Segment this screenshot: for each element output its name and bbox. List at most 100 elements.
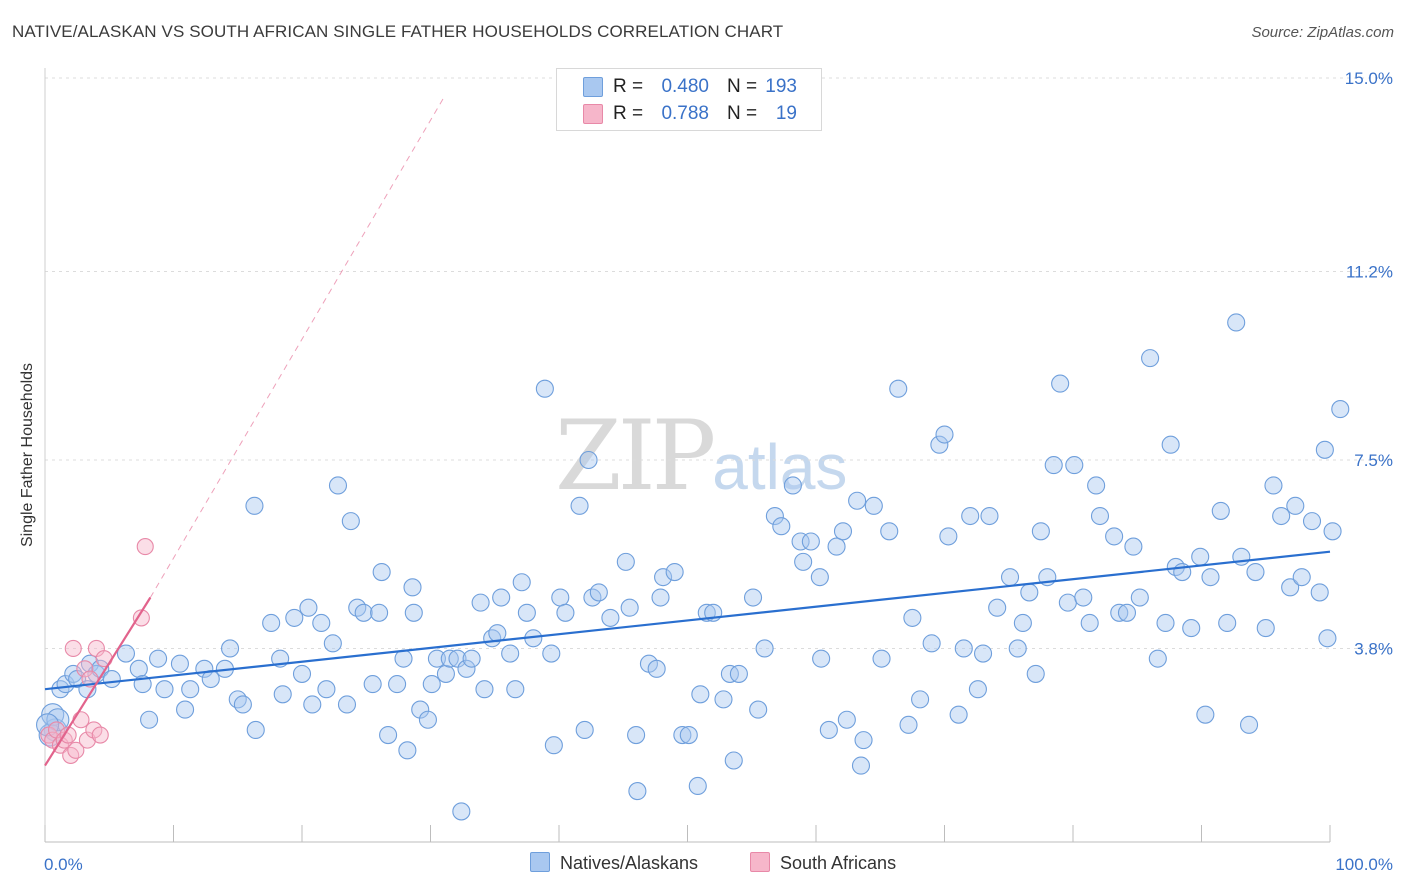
data-point-native [140,710,159,729]
data-point-native [372,563,391,582]
data-point-native [317,680,336,699]
data-point-native [1264,476,1283,495]
data-point-native [556,603,575,622]
legend-swatch-pink [583,104,603,124]
trend-line-south-africans-extension [149,98,444,598]
data-point-native [228,690,247,709]
data-point-native [1156,613,1175,633]
data-point-native [961,506,980,526]
legend-item-south-africans[interactable]: South Africans [750,852,896,874]
data-point-native [285,608,304,627]
data-point-native [303,695,322,714]
data-point-south-african [64,639,82,658]
data-point-native [448,649,467,668]
data-point-native [1211,501,1230,520]
data-point-native [517,603,536,622]
data-point-native [411,700,430,719]
data-point-native [233,695,252,714]
data-point-native [245,496,264,515]
data-point-native [102,669,121,689]
data-point-native [404,603,423,622]
legend-n-label: N = [727,103,758,124]
data-point-native [1191,547,1210,566]
watermark-atlas: atlas [712,431,848,503]
data-point-native [403,578,422,597]
data-point-native [155,680,174,699]
data-point-native [579,450,598,470]
data-point-native [616,552,635,571]
data-point-native [422,675,441,694]
y-tick-label: 3.8% [1354,639,1393,658]
data-point-native [544,736,563,755]
data-point-native [370,603,389,622]
data-point-native [688,776,707,796]
data-point-native [810,568,829,587]
data-point-native [791,532,810,551]
data-point-native [436,664,455,683]
legend-swatch-blue [530,852,550,872]
data-point-native [949,705,968,724]
data-point-native [988,598,1007,617]
data-point-native [1074,588,1093,607]
chart-title: NATIVE/ALASKAN VS SOUTH AFRICAN SINGLE F… [12,22,784,41]
data-point-native [492,588,511,607]
data-point-native [851,756,871,775]
data-point-native [1105,527,1124,546]
data-point-native [1124,537,1143,556]
stats-legend: R = 0.480 N = 193 R = 0.788 N = 19 [556,68,822,131]
data-point-native [749,700,768,719]
data-point-native [1058,593,1077,612]
data-point-native [1080,613,1099,633]
data-point-native [794,552,813,571]
data-point-native [176,700,195,719]
data-point-native [1239,715,1259,734]
data-point-native [575,720,594,739]
data-point-native [1044,456,1063,475]
data-point-native [181,680,200,699]
data-point-native [954,639,973,658]
data-point-native [1110,603,1129,622]
data-point-native [691,685,710,704]
data-point-native [679,725,698,745]
watermark-zip: ZIP [555,400,716,512]
data-point-native [1331,400,1350,419]
data-point-native [1031,522,1050,541]
legend-n-label: N = [727,76,758,97]
data-point-native [880,522,899,541]
source-label: Source: ZipAtlas.com [1251,24,1394,41]
data-point-native [1148,649,1167,668]
x-tick-label: 100.0% [1335,855,1393,874]
data-point-native [246,720,265,739]
data-point-native [783,476,802,495]
data-point-native [418,710,437,729]
data-point-native [973,644,993,663]
data-point-native [116,644,136,663]
data-point-native [1323,522,1342,541]
axes [44,68,1331,843]
data-point-native [935,425,954,444]
data-point-south-african [76,660,94,678]
data-point-south-african [62,746,80,764]
data-point-native [452,802,471,821]
data-point-native [899,715,918,734]
data-point-native [673,725,692,745]
legend-item-natives[interactable]: Natives/Alaskans [530,852,698,874]
data-point-native [930,435,949,454]
data-point-native [1246,563,1265,582]
data-point-native [968,680,987,699]
tick-labels: 3.8% 7.5% 11.2% 15.0% 0.0% 100.0% [44,69,1393,874]
data-point-native [854,731,873,750]
legend-row-south-africans: R = 0.788 N = 19 [557,101,821,127]
data-point-south-african [72,711,90,729]
data-point-native [772,517,791,536]
data-point-native [354,603,373,622]
data-point-native [724,751,743,770]
data-point-native [394,649,413,668]
data-point-native [379,725,398,745]
data-point-native [1051,374,1070,393]
data-point-native [922,634,941,653]
legend-label-south-africans: South Africans [780,853,897,873]
data-point-native [1292,568,1311,587]
data-point-south-african [67,741,85,759]
data-point-native [654,568,673,587]
